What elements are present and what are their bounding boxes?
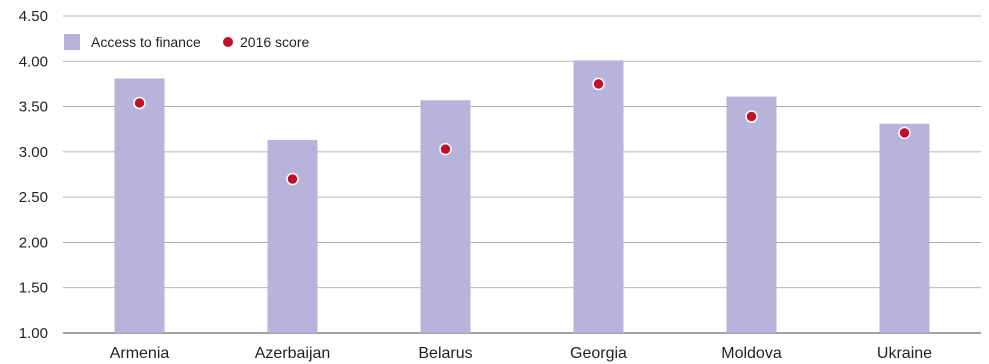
y-tick-label: 3.00 — [19, 144, 48, 161]
bars — [114, 60, 930, 333]
category-label: Georgia — [570, 345, 627, 362]
bar-armenia — [114, 78, 165, 333]
y-tick-label: 1.00 — [19, 325, 48, 342]
bar-azerbaijan — [267, 140, 318, 333]
y-tick-label: 2.50 — [19, 189, 48, 206]
score-marker-azerbaijan — [286, 172, 299, 186]
y-tick-label: 2.00 — [19, 234, 48, 251]
category-label: Ukraine — [877, 345, 932, 362]
score-marker-belarus — [439, 142, 452, 156]
legend: Access to finance 2016 score — [64, 34, 309, 50]
score-markers — [133, 77, 911, 186]
y-tick-label: 4.50 — [19, 8, 48, 25]
score-marker-moldova — [745, 110, 758, 123]
bar-belarus — [420, 100, 471, 333]
bar-ukraine — [879, 123, 930, 333]
legend-marker-2016-score — [223, 37, 233, 47]
category-label: Belarus — [418, 345, 472, 362]
legend-label-access-to-finance: Access to finance — [91, 34, 201, 50]
x-axis-category-labels: Armenia Azerbaijan Belarus Georgia Moldova Uk… — [110, 345, 932, 362]
score-marker-armenia — [133, 96, 146, 110]
legend-label-2016-score: 2016 score — [240, 34, 309, 50]
category-label: Armenia — [110, 345, 170, 362]
bar-moldova — [726, 96, 777, 333]
score-marker-ukraine — [898, 126, 911, 140]
category-label: Azerbaijan — [255, 345, 331, 362]
y-axis-tick-labels: 1.00 1.50 2.00 2.50 3.00 3.50 4.00 4.50 — [19, 8, 48, 342]
y-tick-label: 4.00 — [19, 53, 48, 70]
category-label: Moldova — [721, 345, 782, 362]
score-marker-georgia — [592, 77, 605, 91]
gridlines — [63, 15, 981, 334]
y-tick-label: 3.50 — [19, 99, 48, 116]
legend-swatch-access-to-finance — [64, 34, 80, 50]
y-tick-label: 1.50 — [19, 280, 48, 297]
bar-georgia — [573, 60, 624, 333]
